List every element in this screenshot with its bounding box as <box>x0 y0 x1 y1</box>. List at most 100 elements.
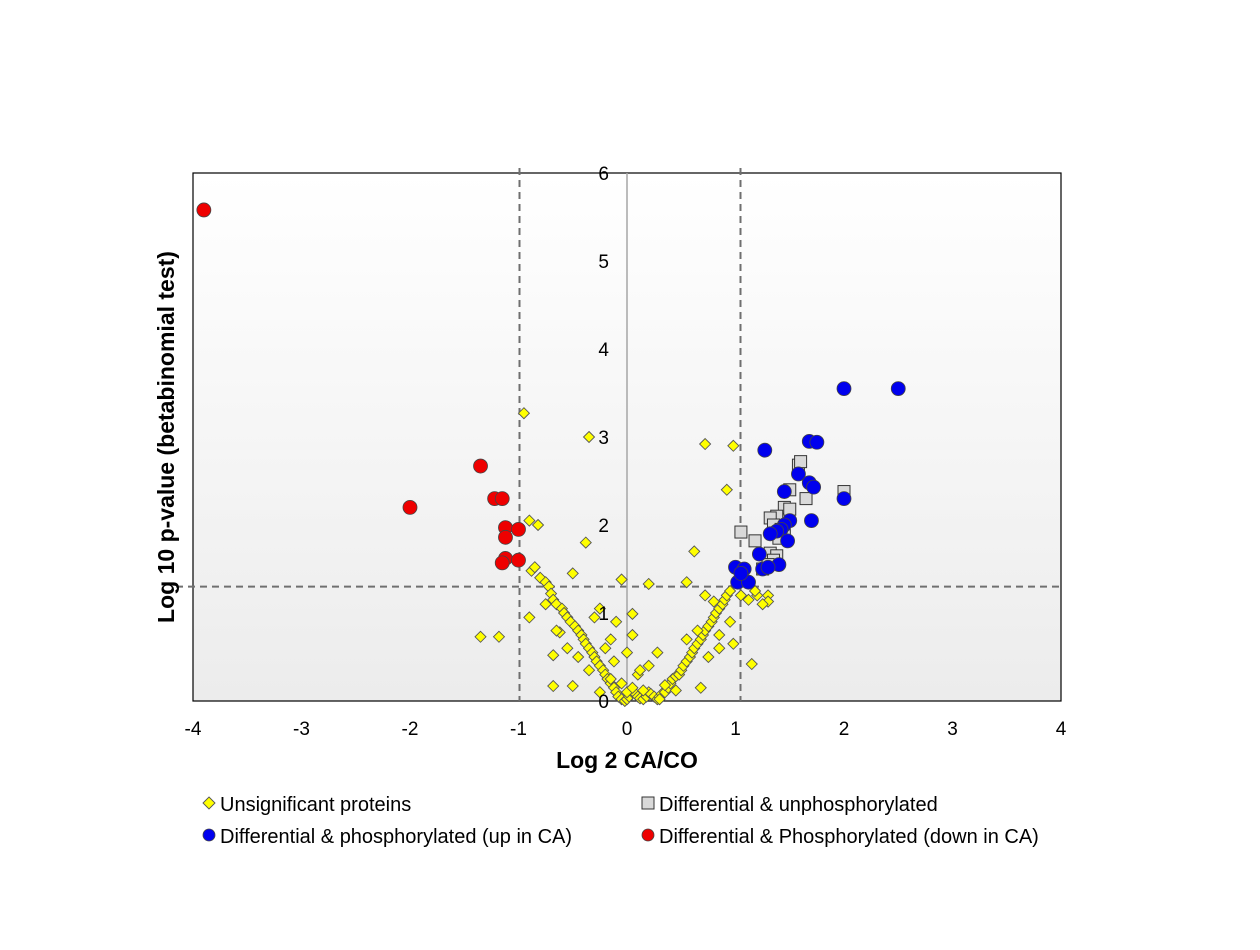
data-point <box>756 598 769 611</box>
legend-label: Differential & unphosphorylated <box>659 794 938 816</box>
data-point <box>734 589 748 602</box>
data-point <box>720 483 733 496</box>
legend-label: Differential & phosphorylated (up in CA) <box>220 826 572 848</box>
y-tick-label: 4 <box>598 340 609 361</box>
data-point <box>566 567 579 580</box>
data-point <box>637 684 650 697</box>
data-point <box>610 615 623 628</box>
data-point <box>607 655 621 668</box>
data-point <box>723 584 737 598</box>
data-point <box>626 607 639 621</box>
data-point <box>604 633 617 646</box>
data-point <box>473 458 488 474</box>
data-point <box>702 650 715 664</box>
x-tick-label: -1 <box>510 719 527 740</box>
data-point <box>653 693 666 706</box>
x-tick-label: 2 <box>839 719 850 740</box>
data-point <box>626 628 639 642</box>
data-point <box>694 681 707 694</box>
data-point <box>794 455 808 469</box>
data-point <box>566 679 579 693</box>
data-point <box>531 518 545 532</box>
data-point <box>727 439 740 452</box>
x-tick-label: 4 <box>1056 719 1067 740</box>
series-3 <box>196 202 526 571</box>
tick-labels: -4 -3 -2 -1 0 1 2 3 4 0 1 2 3 4 5 6 <box>185 164 1067 740</box>
data-point <box>494 555 510 571</box>
data-point <box>734 525 748 539</box>
data-point <box>698 589 712 602</box>
data-point <box>599 642 612 655</box>
legend-marker <box>202 828 216 842</box>
data-point <box>698 437 712 451</box>
data-point <box>547 679 560 693</box>
x-axis-title: Log 2 CA/CO <box>556 747 698 773</box>
data-point <box>620 646 634 659</box>
data-point <box>651 646 664 659</box>
y-tick-label: 2 <box>598 516 609 537</box>
data-point <box>713 642 726 655</box>
data-point <box>588 611 601 624</box>
series-2 <box>728 381 906 590</box>
data-point <box>511 552 526 568</box>
data-point <box>402 499 418 515</box>
data-point <box>713 628 726 642</box>
data-point <box>890 381 906 397</box>
data-point <box>762 526 778 542</box>
legend: Unsignificant proteins Differential & unp… <box>202 794 1039 848</box>
legend-label: Unsignificant proteins <box>220 794 411 816</box>
data-point <box>669 684 682 697</box>
data-point <box>615 573 628 586</box>
data-point <box>498 529 513 545</box>
data-point <box>791 466 806 482</box>
data-point <box>691 624 704 637</box>
data-point <box>776 484 792 499</box>
data-point <box>550 624 563 637</box>
y-tick-label: 5 <box>598 252 609 273</box>
data-point <box>528 561 541 574</box>
y-tick-label: 6 <box>598 164 609 185</box>
data-point <box>561 642 574 655</box>
data-point <box>836 491 852 507</box>
data-point <box>680 633 693 646</box>
data-point <box>474 630 487 643</box>
data-point <box>742 593 755 606</box>
data-point <box>757 442 773 458</box>
data-point <box>539 598 552 611</box>
threshold-lines <box>176 168 1061 701</box>
data-point <box>523 611 536 624</box>
data-point <box>806 479 822 495</box>
data-point <box>658 679 672 692</box>
data-point <box>809 434 825 450</box>
data-point <box>492 630 506 643</box>
data-point <box>642 577 655 591</box>
x-tick-label: 0 <box>622 719 633 740</box>
data-point <box>582 664 596 677</box>
data-point <box>572 650 585 664</box>
data-point <box>733 566 749 581</box>
data-points <box>196 202 906 708</box>
data-point <box>680 576 693 589</box>
y-tick-label: 0 <box>598 692 609 713</box>
data-point <box>836 381 852 397</box>
data-point <box>626 681 639 694</box>
data-point <box>593 602 607 615</box>
x-tick-label: 1 <box>730 719 741 740</box>
data-point <box>523 514 536 527</box>
data-point <box>547 649 560 662</box>
x-tick-label: -2 <box>402 719 419 740</box>
data-point <box>780 533 795 549</box>
data-point <box>593 686 607 699</box>
data-point <box>707 595 720 608</box>
data-point <box>582 430 596 444</box>
y-axis-title: Log 10 p-value (betabinomial test) <box>153 251 179 623</box>
x-tick-label: -3 <box>293 719 310 740</box>
series-0 <box>474 407 775 708</box>
data-point <box>517 407 531 420</box>
data-point <box>642 659 655 672</box>
x-tick-label: 3 <box>947 719 958 740</box>
data-point <box>511 522 526 537</box>
legend-label: Differential & Phosphorylated (down in C… <box>659 826 1039 848</box>
